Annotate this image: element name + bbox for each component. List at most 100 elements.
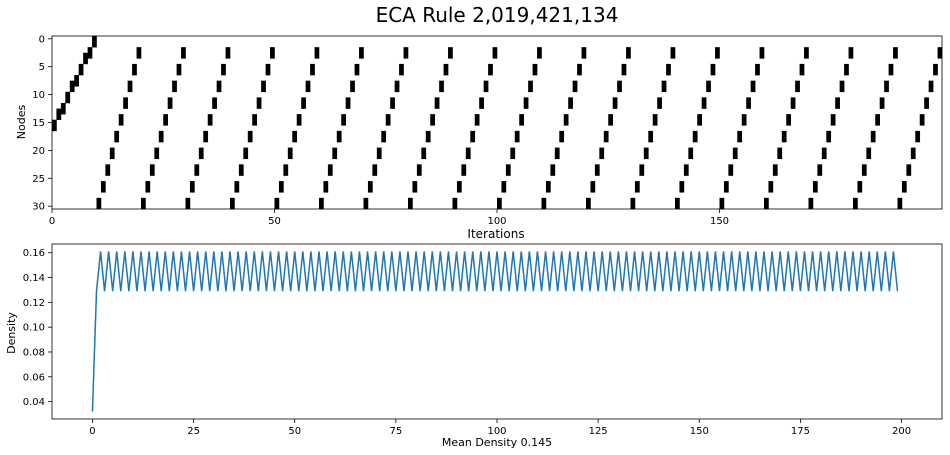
heatmap-cell bbox=[830, 114, 836, 121]
heatmap-cell bbox=[795, 80, 800, 87]
heatmap-cell bbox=[723, 186, 729, 193]
heatmap-cell bbox=[612, 97, 618, 104]
heatmap-cell bbox=[692, 130, 698, 137]
heatmap-cell bbox=[719, 203, 725, 210]
heatmap-cell bbox=[639, 164, 645, 171]
heatmap-cell bbox=[278, 181, 284, 187]
heatmap-cell bbox=[292, 136, 298, 143]
heatmap-cell bbox=[439, 80, 444, 87]
heatmap-cell bbox=[741, 114, 747, 121]
heatmap-cell bbox=[870, 136, 876, 143]
heatmap-cell bbox=[523, 102, 529, 109]
heatmap-cell bbox=[167, 97, 173, 104]
heatmap-cell bbox=[804, 52, 809, 59]
heatmap-cell bbox=[52, 125, 57, 132]
heatmap-cell bbox=[163, 114, 168, 121]
heatmap-cell bbox=[897, 203, 903, 210]
heatmap-cell bbox=[385, 114, 391, 121]
heatmap-cell bbox=[100, 181, 106, 187]
heatmap-y-ticks: 0 5 10 15 20 25 30 bbox=[32, 34, 52, 213]
heatmap-x-ticks: 0 50 100 150 bbox=[49, 209, 729, 227]
heatmap-cell bbox=[492, 47, 498, 54]
heatmap-cell bbox=[901, 181, 907, 187]
heatmap-cell bbox=[603, 130, 609, 137]
heatmap-cell bbox=[350, 86, 355, 93]
heatmap-cell bbox=[737, 130, 743, 137]
figure-title: ECA Rule 2,019,421,134 bbox=[376, 3, 619, 27]
heatmap-y-tick-label: 10 bbox=[32, 90, 45, 101]
heatmap-cell bbox=[937, 47, 943, 54]
heatmap-cell bbox=[781, 136, 787, 143]
heatmap-cell bbox=[737, 136, 743, 143]
density-x-ticks: 0 25 50 75 100 125 150 175 200 bbox=[89, 419, 911, 437]
heatmap-cell bbox=[141, 197, 146, 204]
heatmap-cell bbox=[933, 69, 938, 76]
heatmap-cell bbox=[443, 69, 449, 76]
density-y-label: Density bbox=[5, 312, 18, 354]
heatmap-cell bbox=[230, 197, 235, 204]
heatmap-cell bbox=[261, 86, 266, 93]
heatmap-cell bbox=[198, 153, 204, 160]
heatmap-cell bbox=[158, 136, 164, 143]
density-x-tick-label: 150 bbox=[690, 426, 709, 437]
heatmap-x-tick-label: 50 bbox=[268, 216, 281, 227]
heatmap-cell bbox=[465, 147, 471, 154]
heatmap-cell bbox=[844, 69, 849, 76]
heatmap-cell bbox=[594, 169, 600, 176]
heatmap-cell bbox=[577, 69, 582, 76]
heatmap-cell bbox=[372, 169, 378, 176]
heatmap-cell bbox=[799, 63, 805, 70]
heatmap-cell bbox=[839, 80, 845, 87]
heatmap-cell bbox=[826, 136, 832, 143]
heatmap-cell bbox=[835, 102, 840, 109]
heatmap-cell bbox=[510, 147, 516, 154]
heatmap-cell bbox=[465, 153, 471, 160]
heatmap-cell bbox=[626, 52, 631, 59]
heatmap-cell bbox=[336, 136, 342, 143]
heatmap-cell bbox=[474, 114, 480, 121]
heatmap-cell bbox=[443, 63, 449, 70]
density-panel: 0 25 50 75 100 125 150 175 200 0.040.060.080.100… bbox=[5, 243, 943, 449]
heatmap-cell bbox=[559, 130, 565, 137]
heatmap-cell bbox=[732, 153, 738, 160]
heatmap-cell bbox=[853, 203, 858, 210]
heatmap-cell bbox=[928, 86, 934, 93]
heatmap-cell bbox=[354, 69, 360, 76]
heatmap-cell bbox=[933, 63, 938, 70]
heatmap-cell bbox=[777, 153, 783, 160]
heatmap-cell bbox=[537, 47, 542, 54]
heatmap-cell bbox=[795, 86, 800, 93]
density-x-label: Mean Density 0.145 bbox=[442, 436, 552, 449]
heatmap-cell bbox=[861, 164, 867, 171]
heatmap-cell bbox=[919, 114, 925, 121]
heatmap-cell bbox=[528, 86, 533, 93]
heatmap-cell bbox=[109, 147, 115, 154]
heatmap-cell bbox=[385, 119, 391, 126]
heatmap-cell bbox=[866, 153, 872, 160]
heatmap-cell bbox=[848, 52, 854, 59]
heatmap-cell bbox=[350, 80, 355, 87]
heatmap-cell bbox=[866, 147, 872, 154]
heatmap-cell bbox=[207, 114, 213, 121]
heatmap-cell bbox=[545, 181, 551, 187]
heatmap-cell bbox=[314, 52, 320, 59]
heatmap-cell bbox=[92, 41, 97, 48]
heatmap-cell bbox=[830, 119, 836, 126]
heatmap-cell bbox=[408, 197, 413, 204]
heatmap-cell bbox=[879, 102, 885, 109]
heatmap-cell bbox=[688, 153, 694, 160]
heatmap-cell bbox=[212, 97, 217, 104]
heatmap-cell bbox=[723, 181, 729, 187]
heatmap-cell bbox=[167, 102, 173, 109]
density-series-line bbox=[91, 251, 899, 412]
heatmap-cell bbox=[118, 114, 124, 121]
heatmap-cell bbox=[207, 119, 213, 126]
heatmap-cell bbox=[710, 63, 716, 70]
heatmap-cell bbox=[301, 102, 306, 109]
heatmap-cell bbox=[412, 181, 418, 187]
heatmap-cell bbox=[808, 197, 814, 204]
heatmap-cell bbox=[390, 97, 395, 104]
heatmap-cell bbox=[924, 97, 929, 104]
heatmap-cell bbox=[497, 203, 502, 210]
heatmap-cell bbox=[408, 203, 413, 210]
